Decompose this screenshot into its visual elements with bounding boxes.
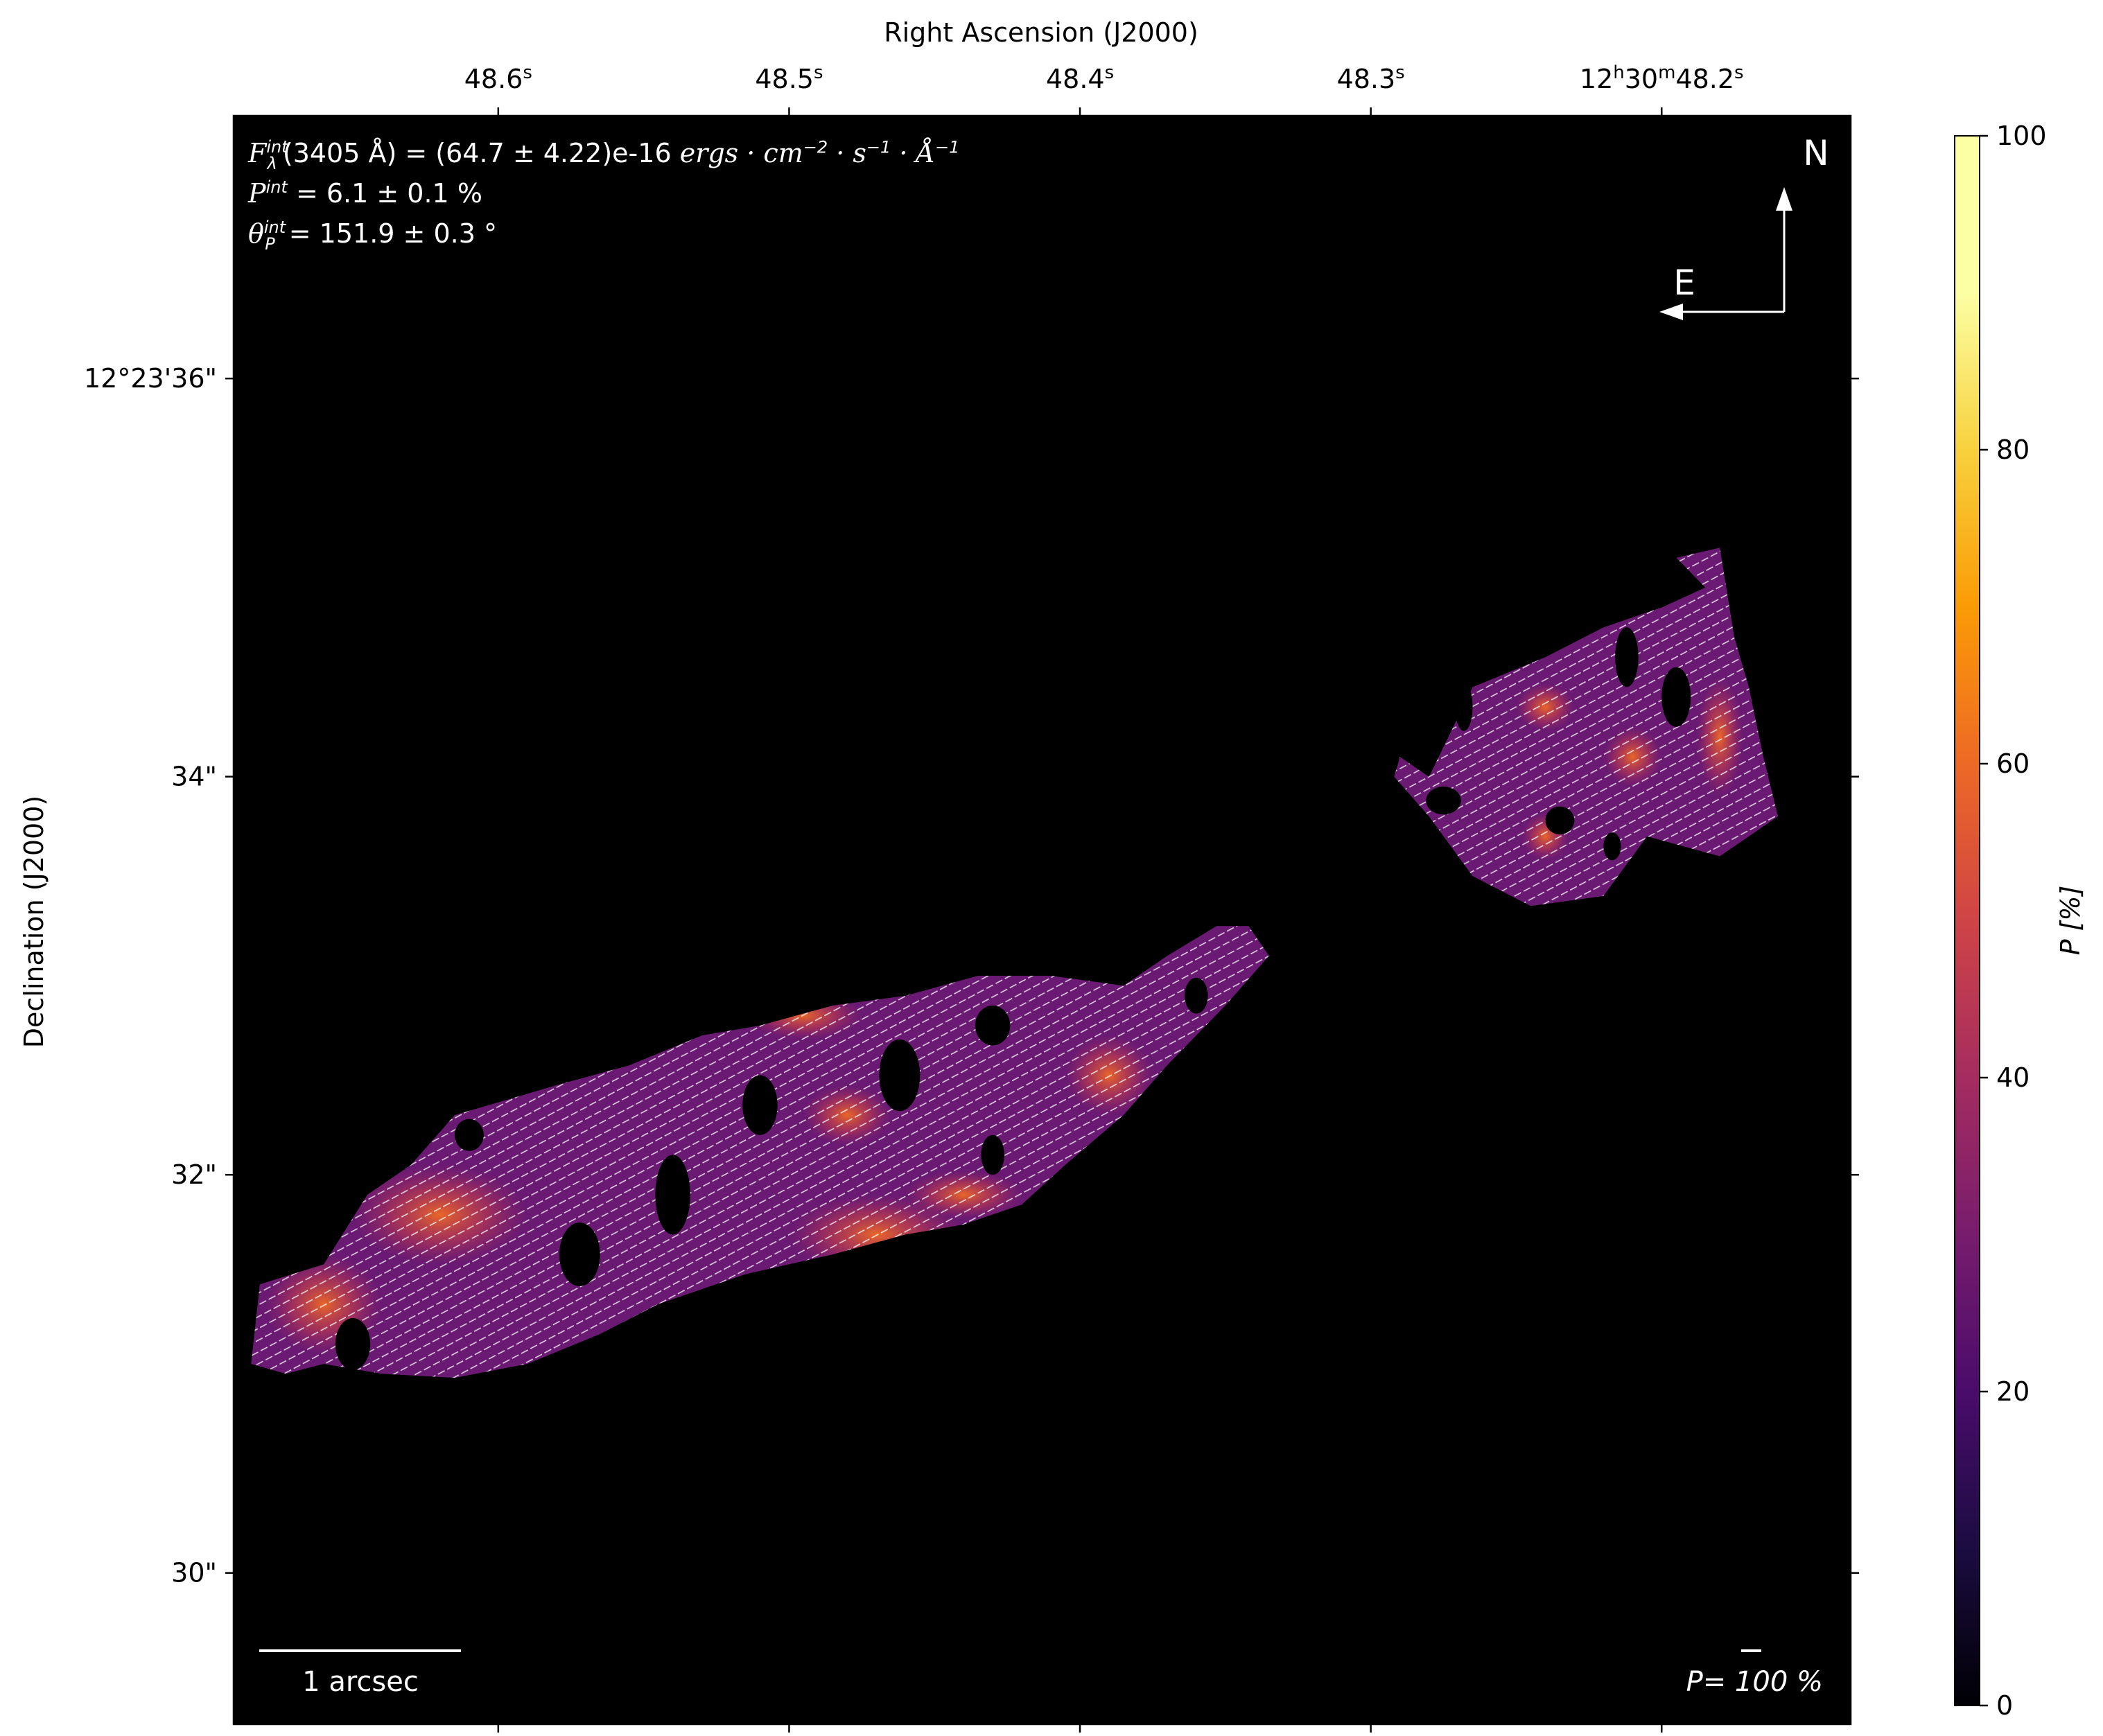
elongated-region-masked-hole (1185, 977, 1208, 1014)
elongated-region-vectors (251, 926, 1269, 1378)
top-axis-tick-label: 48.6s​ (464, 62, 532, 94)
top-axis-tick-label: 48.3s​ (1337, 62, 1405, 94)
left-axis: 12°23'36" 34" 32" 30" (84, 363, 1859, 1588)
polarization-degree-annotation: Pint = 6.1 ± 0.1 % (248, 177, 482, 209)
top-axis-tick-label: 12h​30m​48.2s​ (1580, 62, 1744, 94)
colorbar-tick-label: 20 (1996, 1376, 2030, 1407)
elongated-region (251, 926, 1269, 1378)
polarization-map (251, 547, 1779, 1378)
compact-region-masked-hole (1426, 787, 1461, 815)
plot-area (234, 116, 1851, 1724)
top-axis-tick-label: 48.4s​ (1046, 62, 1114, 94)
elongated-region-masked-hole (454, 1119, 484, 1151)
flux-annotation: Fintλ (3405 Å) = (64.7 ± 4.22)e-16 ergs ·… (248, 137, 960, 173)
colorbar-tick-label: 100 (1996, 121, 2047, 151)
polarization-angle-annotation: θintP = 151.9 ± 0.3 ° (248, 218, 497, 254)
left-axis-tick-label: 30" (171, 1558, 217, 1588)
colorbar-ticks: 0 20 40 60 80 100 (1980, 121, 2047, 1721)
colorbar-label: P [%] (2055, 886, 2086, 956)
compass: N E (1659, 133, 1829, 320)
elongated-region-masked-hole (981, 1134, 1004, 1175)
compact-region-masked-hole (1603, 832, 1621, 861)
left-axis-tick-label: 12°23'36" (84, 363, 217, 394)
north-arrow-head (1776, 187, 1792, 211)
compass-north-label: N (1803, 133, 1829, 173)
elongated-region-masked-hole (559, 1222, 600, 1287)
elongated-region-masked-hole (335, 1318, 371, 1370)
left-axis-label: Declination (J2000) (19, 796, 49, 1048)
top-axis-label: Right Ascension (J2000) (884, 17, 1198, 48)
colorbar-tick-label: 60 (1996, 748, 2030, 779)
east-arrow-head (1659, 304, 1683, 320)
colorbar (1954, 135, 1980, 1706)
compact-region-vectors (1394, 547, 1779, 906)
scale-bar-label: 1 arcsec (302, 1666, 419, 1698)
vector-key-label: P= 100 % (1686, 1666, 1823, 1698)
compact-region-masked-hole (1545, 806, 1575, 834)
plot-frame (232, 114, 1852, 1726)
elongated-region-masked-hole (975, 1006, 1011, 1046)
elongated-region-masked-hole (879, 1039, 920, 1112)
left-axis-tick-label: 34" (171, 762, 217, 792)
top-axis: 48.6s​ 48.5s​ 48.4s​ 48.3s​ 12h​30m​48.2s​ (464, 62, 1744, 1733)
elongated-region-masked-hole (742, 1075, 778, 1135)
left-axis-tick-label: 32" (171, 1159, 217, 1190)
compact-region-masked-hole (1661, 667, 1691, 727)
colorbar-tick-label: 40 (1996, 1062, 2030, 1093)
colorbar-tick-label: 0 (1996, 1690, 2013, 1721)
elongated-region-masked-hole (655, 1155, 690, 1235)
top-axis-tick-label: 48.5s​ (755, 62, 823, 94)
compact-region-masked-hole (1615, 627, 1639, 687)
compass-east-label: E (1673, 263, 1695, 303)
compact-region (1394, 547, 1779, 906)
colorbar-tick-label: 80 (1996, 435, 2030, 465)
